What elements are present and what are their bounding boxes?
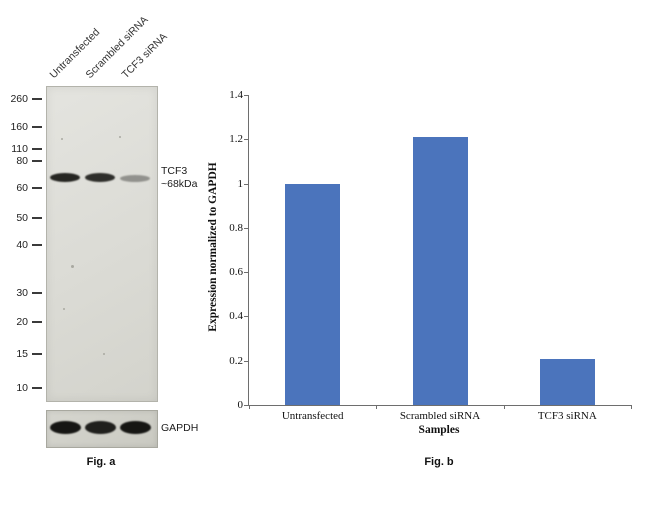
x-axis-tick bbox=[631, 405, 632, 409]
blot-image-gapdh bbox=[46, 410, 158, 448]
x-category-label: TCF3 siRNA bbox=[537, 410, 597, 422]
mw-marker-tick bbox=[32, 387, 42, 389]
blot-speckle bbox=[61, 138, 63, 140]
blot-image-main bbox=[46, 86, 158, 402]
mw-marker-tick bbox=[32, 353, 42, 355]
mw-marker-label: 60 bbox=[16, 182, 28, 194]
gapdh-band bbox=[120, 421, 151, 434]
mw-marker-tick bbox=[32, 160, 42, 162]
gapdh-band bbox=[50, 421, 81, 434]
x-axis-title: Samples bbox=[418, 424, 460, 436]
mw-marker-label: 260 bbox=[10, 93, 28, 105]
x-axis-tick bbox=[503, 405, 505, 409]
x-category-label: Scrambled siRNA bbox=[399, 410, 481, 422]
y-axis-tick bbox=[244, 95, 249, 96]
tcf3-band bbox=[85, 173, 115, 182]
mw-marker-label: 40 bbox=[16, 239, 28, 251]
y-axis-tick-label: 1 bbox=[237, 177, 244, 190]
y-axis-tick bbox=[244, 405, 249, 406]
y-axis-tick-label: 0.2 bbox=[229, 354, 243, 367]
mw-marker-label: 30 bbox=[16, 287, 28, 299]
x-axis-tick bbox=[249, 405, 250, 409]
y-axis-tick bbox=[244, 227, 249, 229]
blot-speckle bbox=[71, 265, 74, 268]
y-axis-tick-label: 0.6 bbox=[229, 266, 243, 279]
tcf3-band bbox=[50, 173, 80, 182]
y-axis-tick bbox=[244, 272, 249, 274]
mw-marker-tick bbox=[32, 217, 42, 219]
y-axis-tick bbox=[244, 183, 249, 185]
band-annotation-weight: ~68kDa bbox=[161, 178, 198, 190]
mw-marker-label: 110 bbox=[11, 143, 28, 155]
blot-speckle bbox=[103, 353, 105, 355]
mw-marker-tick bbox=[32, 126, 42, 128]
bar-scrambled-sirna bbox=[412, 137, 468, 405]
tcf3-band bbox=[120, 175, 150, 182]
mw-marker-tick bbox=[32, 187, 42, 189]
mw-marker-label: 80 bbox=[16, 155, 28, 167]
gapdh-band bbox=[85, 421, 116, 434]
mw-marker-label: 160 bbox=[10, 121, 28, 133]
gapdh-label: GAPDH bbox=[161, 422, 199, 434]
mw-marker-label: 15 bbox=[16, 348, 28, 360]
mw-marker-tick bbox=[32, 244, 42, 246]
mw-marker-label: 20 bbox=[16, 316, 28, 328]
bar-tcf3-sirna bbox=[539, 358, 595, 405]
y-axis-tick-label: 1.4 bbox=[229, 89, 243, 101]
blot-speckle bbox=[63, 308, 65, 310]
y-axis-tick bbox=[244, 316, 249, 318]
mw-marker-label: 10 bbox=[16, 382, 28, 394]
y-axis-tick bbox=[244, 360, 249, 362]
mw-marker-tick bbox=[32, 148, 42, 150]
x-category-label: Untransfected bbox=[281, 410, 344, 422]
fig-b-caption: Fig. b bbox=[424, 456, 454, 468]
plot-area: Untransfected Scrambled siRNA TCF3 siRNA 0 0… bbox=[229, 89, 632, 422]
y-axis-tick bbox=[244, 139, 249, 141]
y-axis-tick-label: 0.8 bbox=[229, 221, 243, 234]
x-axis-tick bbox=[376, 405, 378, 409]
lane-label: Scrambled siRNA bbox=[83, 13, 151, 81]
band-annotation-protein: TCF3 bbox=[161, 165, 188, 177]
y-axis-tick-label: 0 bbox=[237, 399, 244, 411]
y-axis-tick-label: 1.2 bbox=[229, 133, 243, 146]
blot-speckle bbox=[119, 136, 121, 138]
mw-marker-tick bbox=[32, 98, 42, 100]
bar-untransfected bbox=[285, 183, 341, 405]
fig-a-caption: Fig. a bbox=[86, 456, 116, 468]
mw-marker-tick bbox=[32, 321, 42, 323]
mw-marker-tick bbox=[32, 292, 42, 294]
y-axis-tick-label: 0.4 bbox=[229, 310, 243, 323]
mw-marker-label: 50 bbox=[16, 212, 28, 224]
